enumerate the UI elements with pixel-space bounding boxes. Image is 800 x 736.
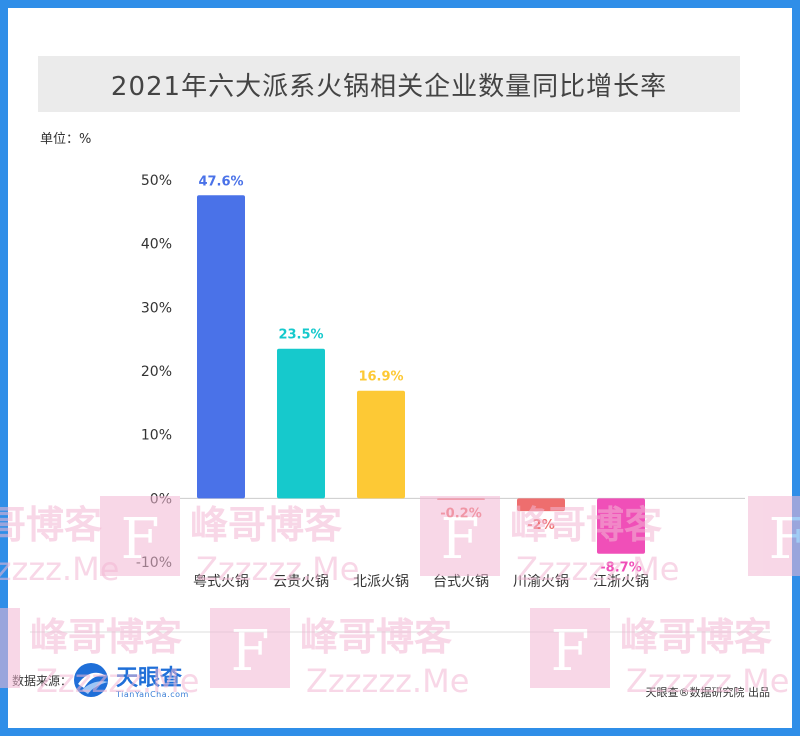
- data-label: -8.7%: [600, 561, 641, 576]
- chart-title: 2021年六大派系火锅相关企业数量同比增长率: [110, 71, 668, 102]
- logo-url: TianYanCha.com: [116, 690, 189, 699]
- logo-name: 天眼查: [116, 666, 183, 691]
- category-label: 北派火锅: [353, 574, 409, 590]
- category-label: 云贵火锅: [273, 574, 329, 590]
- data-label: 16.9%: [358, 370, 403, 385]
- y-tick-label: 30%: [141, 300, 172, 316]
- unit-label: 单位：%: [40, 132, 92, 147]
- bar: [197, 195, 245, 499]
- category-label: 川渝火锅: [513, 574, 569, 590]
- bar: [597, 498, 645, 554]
- category-label: 江浙火锅: [593, 574, 649, 590]
- bar: [277, 348, 325, 499]
- bar: [437, 498, 485, 500]
- y-tick-label: 10%: [141, 428, 172, 444]
- y-tick-label: 40%: [141, 237, 172, 253]
- tianyancha-logo: 天眼查 TianYanCha.com: [70, 658, 210, 704]
- tianyancha-logo-icon: [74, 663, 108, 697]
- data-label: -0.2%: [440, 507, 481, 522]
- y-tick-label: -10%: [136, 555, 172, 571]
- data-label: -2%: [527, 518, 554, 533]
- category-label: 台式火锅: [433, 574, 489, 590]
- chart-card: [8, 8, 792, 728]
- source-label: 数据来源：: [12, 674, 73, 688]
- data-label: 47.6%: [198, 174, 243, 189]
- bar: [357, 390, 405, 499]
- y-tick-label: 50%: [141, 173, 172, 189]
- y-tick-label: 20%: [141, 364, 172, 380]
- title-bar: 2021年六大派系火锅相关企业数量同比增长率: [38, 56, 740, 112]
- data-label: 23.5%: [278, 328, 323, 343]
- category-label: 粤式火锅: [193, 574, 249, 590]
- y-tick-label: 0%: [150, 491, 172, 507]
- bar: [517, 498, 565, 512]
- credit-text: 天眼查®数据研究院 出品: [645, 686, 771, 699]
